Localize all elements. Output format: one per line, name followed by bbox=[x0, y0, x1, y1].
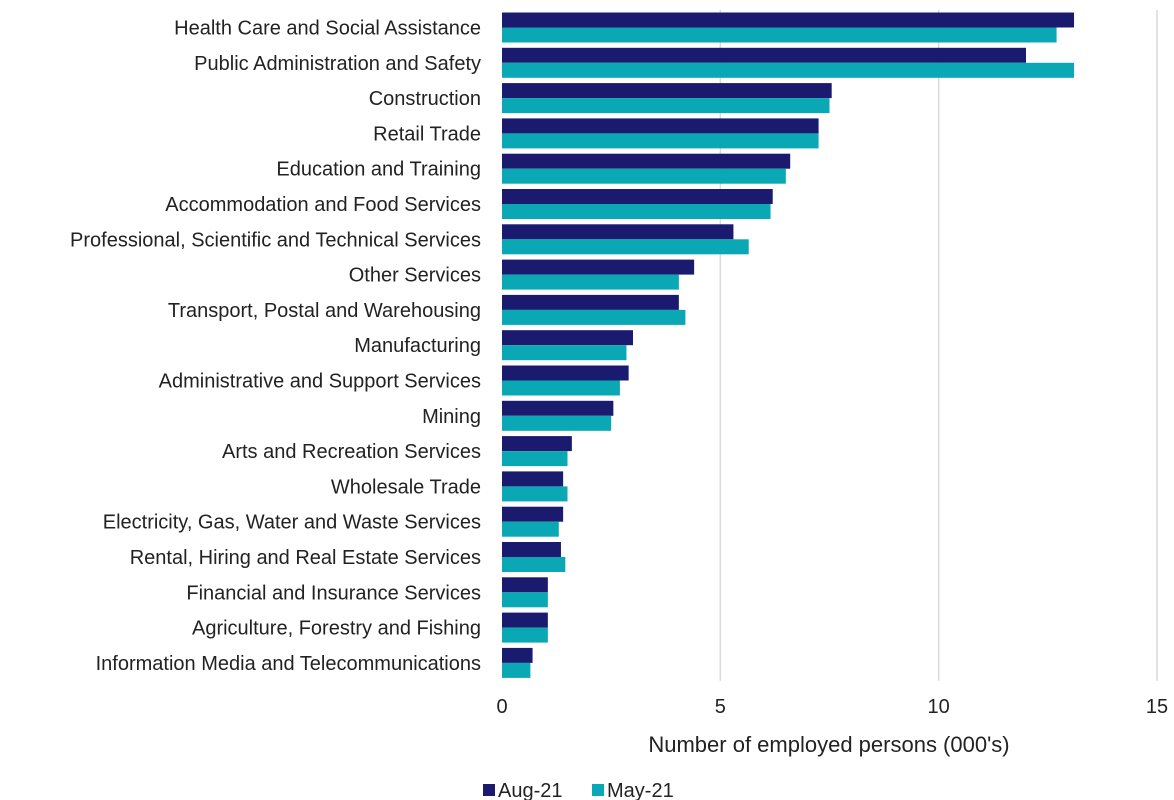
bar-aug-21-12 bbox=[502, 436, 572, 452]
bar-may-21-18 bbox=[502, 662, 531, 678]
bar-aug-21-15 bbox=[502, 542, 561, 557]
bar-aug-21-10 bbox=[502, 365, 629, 381]
bar-aug-21-3 bbox=[502, 118, 819, 134]
category-label-7: Other Services bbox=[349, 265, 481, 287]
bar-may-21-6 bbox=[502, 239, 749, 255]
category-label-18: Information Media and Telecommunications bbox=[96, 653, 481, 675]
bar-may-21-7 bbox=[502, 274, 679, 290]
category-label-8: Transport, Postal and Warehousing bbox=[168, 300, 481, 322]
bar-may-21-9 bbox=[502, 345, 627, 361]
bar-aug-21-4 bbox=[502, 153, 791, 169]
category-label-17: Agriculture, Forestry and Fishing bbox=[192, 618, 481, 640]
x-axis-title: Number of employed persons (000's) bbox=[648, 732, 1009, 757]
x-tick-label-1: 5 bbox=[715, 696, 726, 718]
category-label-0: Health Care and Social Assistance bbox=[174, 18, 481, 40]
category-label-13: Wholesale Trade bbox=[331, 476, 481, 498]
bar-aug-21-1 bbox=[502, 47, 1026, 63]
category-label-15: Rental, Hiring and Real Estate Services bbox=[130, 547, 481, 569]
bar-may-21-2 bbox=[502, 98, 830, 114]
bar-aug-21-0 bbox=[502, 12, 1075, 28]
bar-aug-21-6 bbox=[502, 224, 734, 240]
bar-aug-21-16 bbox=[502, 577, 548, 593]
legend: Aug-21 May-21 bbox=[483, 780, 674, 800]
category-label-6: Professional, Scientific and Technical S… bbox=[70, 229, 481, 251]
x-tick-label-3: 15 bbox=[1146, 696, 1168, 718]
category-label-4: Education and Training bbox=[276, 159, 481, 181]
bar-may-21-12 bbox=[502, 451, 568, 467]
category-label-9: Manufacturing bbox=[354, 335, 481, 357]
category-label-14: Electricity, Gas, Water and Waste Servic… bbox=[103, 512, 481, 534]
legend-label-may-21: May-21 bbox=[607, 780, 674, 800]
category-label-3: Retail Trade bbox=[373, 123, 481, 145]
legend-swatch-may-21 bbox=[592, 784, 604, 796]
bar-aug-21-7 bbox=[502, 259, 695, 275]
bar-aug-21-9 bbox=[502, 330, 633, 346]
bar-aug-21-11 bbox=[502, 400, 614, 416]
bar-may-21-5 bbox=[502, 204, 771, 219]
bar-may-21-17 bbox=[502, 627, 548, 643]
bar-aug-21-5 bbox=[502, 189, 773, 204]
bar-aug-21-2 bbox=[502, 83, 832, 99]
bar-aug-21-17 bbox=[502, 612, 548, 628]
category-label-11: Mining bbox=[422, 406, 481, 428]
bar-may-21-13 bbox=[502, 486, 568, 502]
legend-label-aug-21: Aug-21 bbox=[498, 780, 563, 800]
bar-may-21-16 bbox=[502, 592, 548, 608]
bar-aug-21-8 bbox=[502, 294, 679, 310]
bar-may-21-3 bbox=[502, 133, 819, 149]
category-label-16: Financial and Insurance Services bbox=[186, 582, 481, 604]
x-tick-label-2: 10 bbox=[928, 696, 950, 718]
category-labels: Health Care and Social Assistance Public … bbox=[70, 18, 481, 675]
bars bbox=[502, 12, 1075, 678]
bar-aug-21-18 bbox=[502, 647, 533, 663]
category-label-1: Public Administration and Safety bbox=[194, 53, 481, 75]
bar-may-21-0 bbox=[502, 27, 1057, 43]
bar-may-21-8 bbox=[502, 309, 686, 325]
category-label-10: Administrative and Support Services bbox=[159, 371, 481, 393]
category-label-12: Arts and Recreation Services bbox=[222, 441, 481, 463]
x-tick-labels: 0 5 10 15 bbox=[496, 696, 1168, 718]
x-tick-label-0: 0 bbox=[496, 696, 507, 718]
bar-aug-21-13 bbox=[502, 471, 564, 487]
bar-may-21-4 bbox=[502, 168, 786, 184]
bar-may-21-14 bbox=[502, 521, 559, 537]
bar-aug-21-14 bbox=[502, 506, 564, 522]
category-label-2: Construction bbox=[369, 88, 481, 110]
bar-may-21-11 bbox=[502, 415, 612, 431]
legend-swatch-aug-21 bbox=[483, 784, 495, 796]
bar-may-21-10 bbox=[502, 380, 620, 396]
bar-may-21-15 bbox=[502, 557, 566, 572]
category-label-5: Accommodation and Food Services bbox=[165, 194, 481, 216]
bar-may-21-1 bbox=[502, 62, 1075, 78]
